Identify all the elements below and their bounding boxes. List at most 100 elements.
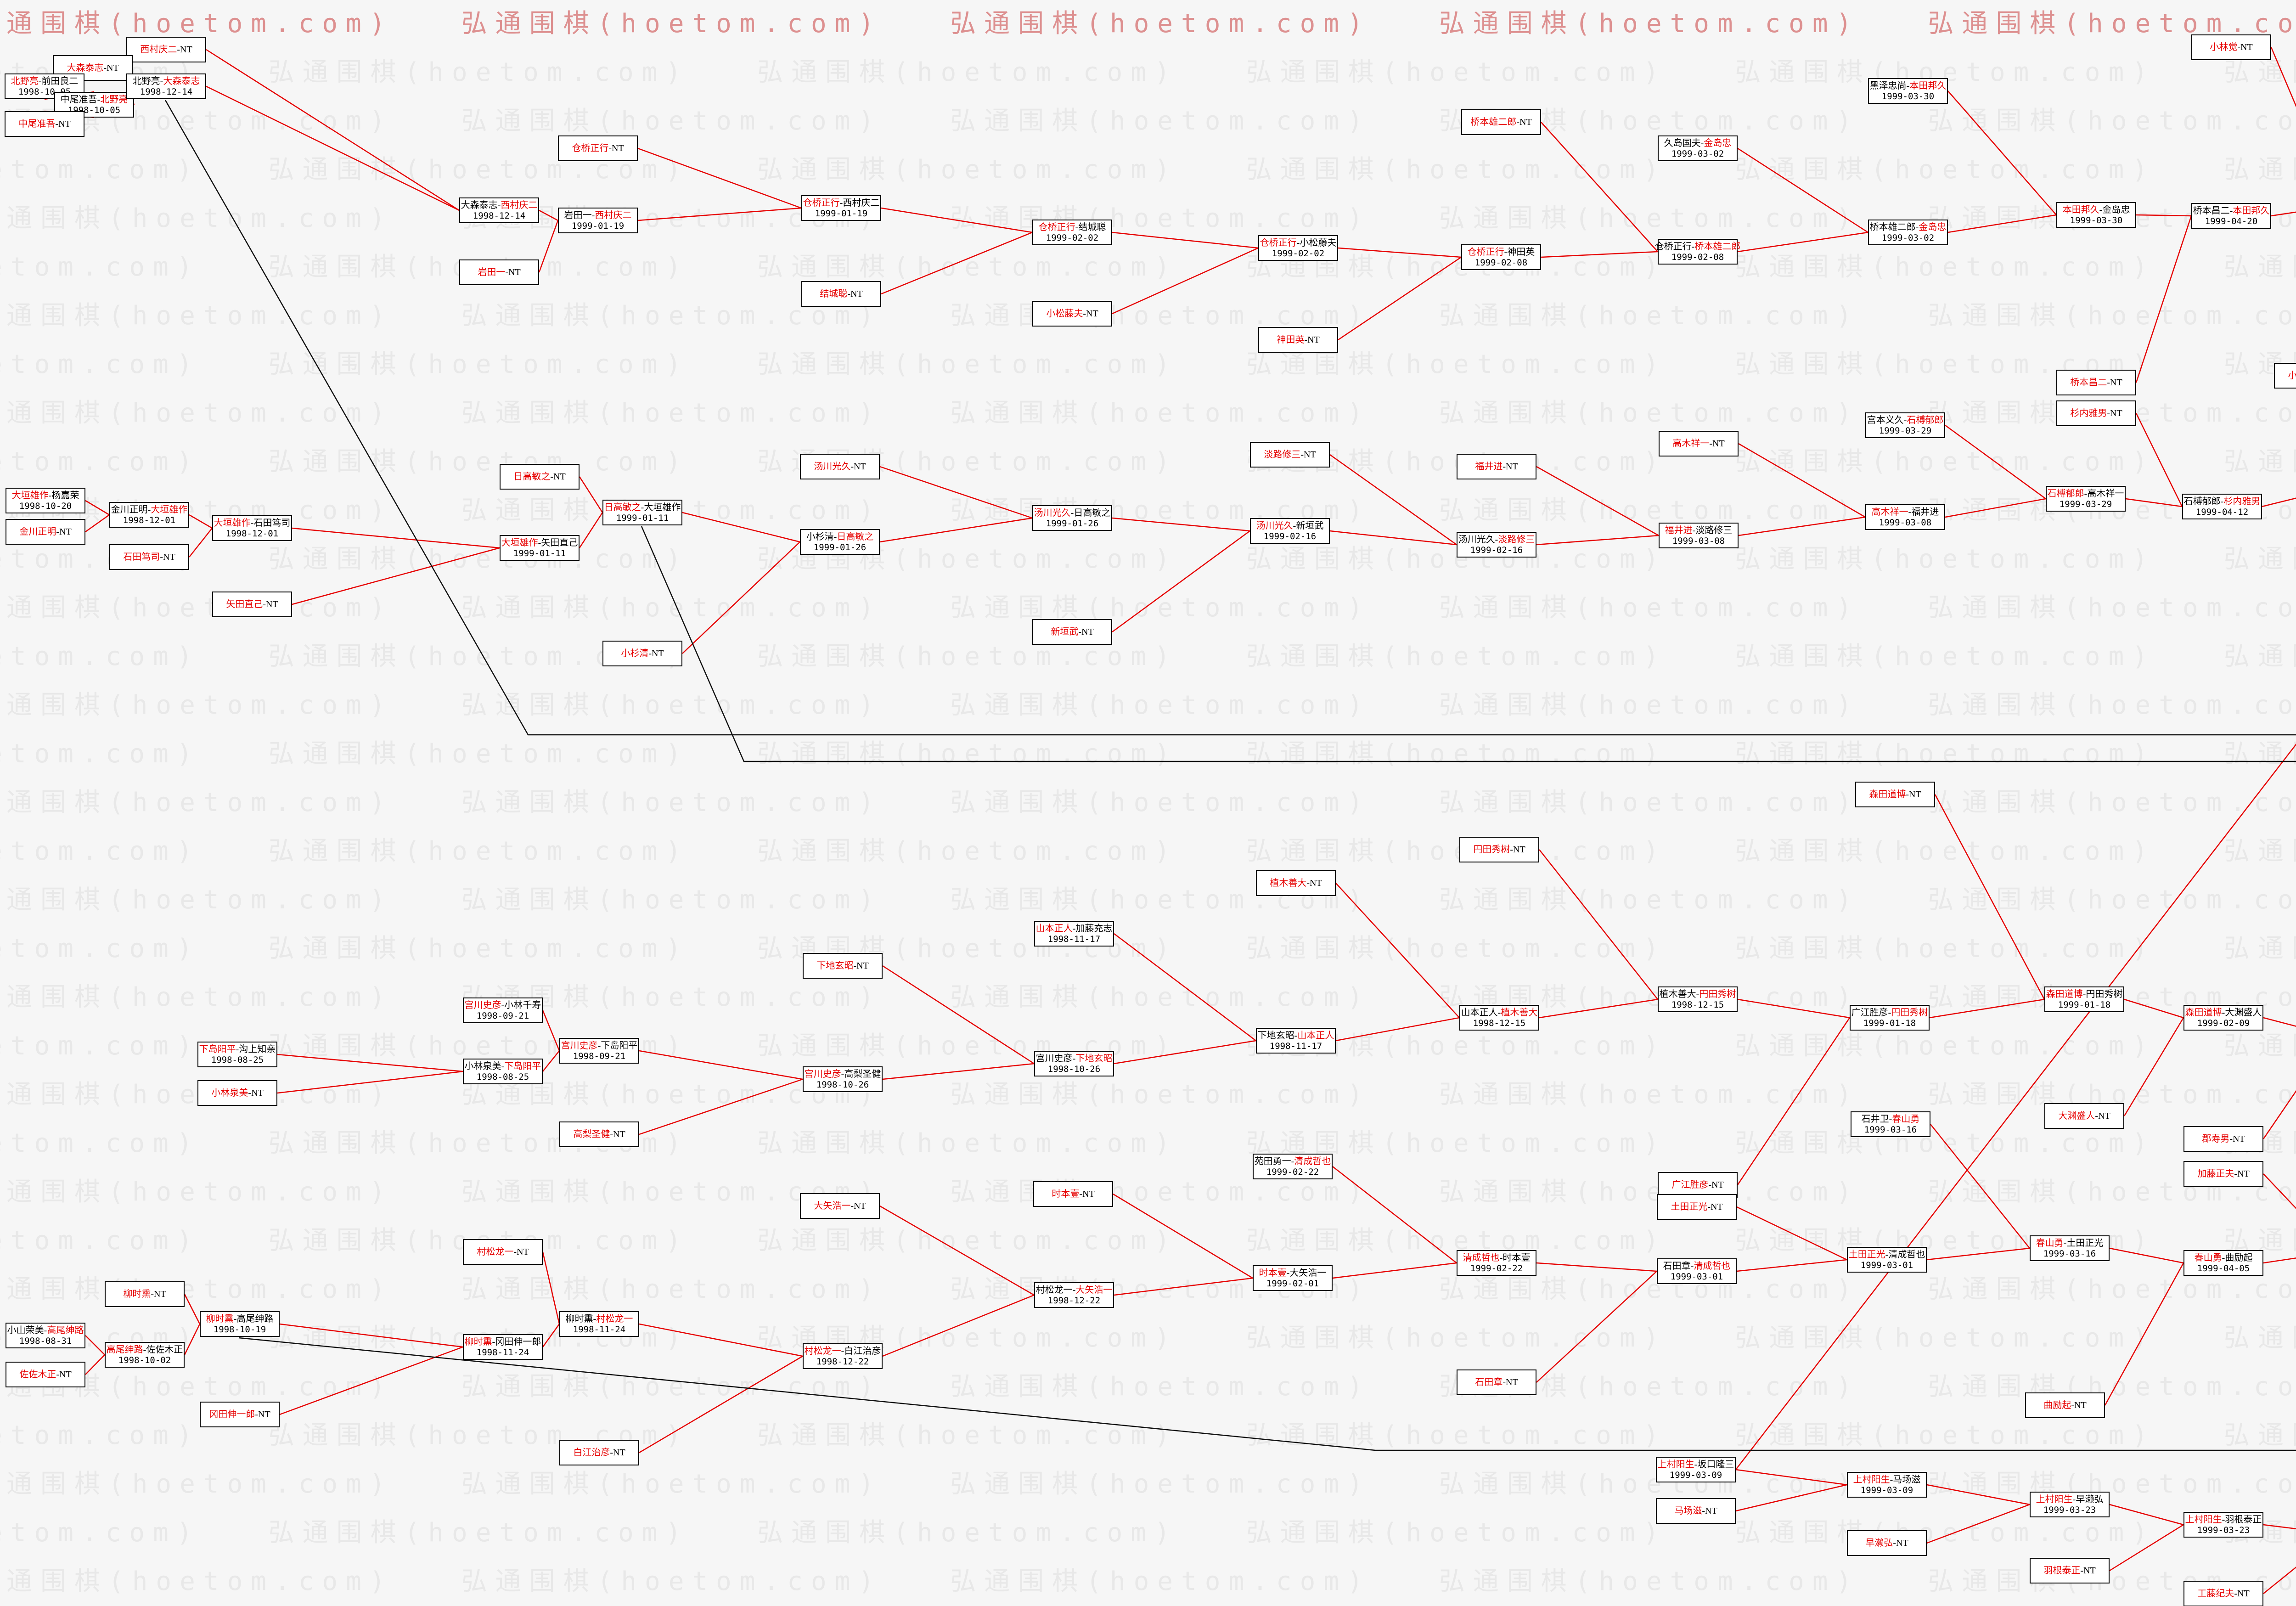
match-box-d_kudo_nt[interactable]: 工藤纪夫-NT	[2183, 1581, 2263, 1606]
match-box-a_kitano_omori[interactable]: 北野亮-大森泰志 1998-12-14	[126, 73, 206, 99]
match-box-c_ishidaSho_kiyonari[interactable]: 石田章-清成哲也 1999-03-01	[1657, 1258, 1737, 1284]
match-box-d_yanagi_muramatsu[interactable]: 柳时熏-村松龙一 1998-11-24	[559, 1311, 639, 1337]
match-box-b_kosugi_hidaka[interactable]: 小杉清-日高敏之 1999-01-26	[800, 529, 880, 555]
match-box-a_kurahashi_komatsu[interactable]: 仓桥正行-小松藤夫 1999-02-02	[1258, 235, 1338, 261]
match-box-d_kamimura_hane[interactable]: 上村阳生-羽根泰正 1999-03-23	[2183, 1512, 2263, 1538]
match-box-b_aragaki_nt[interactable]: 新垣武-NT	[1032, 619, 1112, 645]
match-box-c_sonoda_kiyonari[interactable]: 苑田勇一-清成哲也 1999-02-22	[1253, 1154, 1333, 1179]
match-box-c_ishii_haruyama[interactable]: 石井卫-春山勇 1999-03-16	[1851, 1111, 1930, 1137]
match-box-c_morita_nt[interactable]: 森田道博-NT	[1855, 782, 1935, 807]
match-box-d_hane_nt[interactable]: 羽根泰正-NT	[2030, 1558, 2110, 1583]
match-box-b_yukawa_hidaka[interactable]: 汤川光久-日高敏之 1999-01-26	[1032, 505, 1112, 531]
match-box-c_kyoku_nt[interactable]: 曲励起-NT	[2025, 1392, 2105, 1418]
match-box-a_hashimotoS_honda[interactable]: 桥本昌二-本田邦久 1999-04-20	[2191, 203, 2271, 229]
match-box-d_takao_sasaki[interactable]: 高尾绅路-佐佐木正 1998-10-02	[105, 1342, 185, 1368]
match-box-a_omori_nt[interactable]: 大森泰志-NT	[53, 55, 133, 81]
match-box-b_ogaki_yang[interactable]: 大垣雄作-杨嘉荣 1998-10-20	[6, 488, 85, 513]
match-box-a_kitano_maeda[interactable]: 北野亮-前田良二 1998-10-05	[5, 73, 84, 99]
match-box-a_nakao_nt[interactable]: 中尾准吾-NT	[5, 111, 84, 137]
match-box-d_okada_nt[interactable]: 冈田伸一郎-NT	[200, 1402, 280, 1427]
match-box-c_shimoji_nt[interactable]: 下地玄昭-NT	[803, 953, 883, 979]
match-box-b_kanagawa_ogaki[interactable]: 金川正明-大垣雄作 1998-12-01	[109, 502, 189, 528]
match-box-c_kobayashiIzumi_shimojima[interactable]: 小林泉美-下岛阳平 1998-08-25	[463, 1059, 543, 1084]
match-box-a_hashimotoY_kaneshima[interactable]: 桥本雄二郎-金岛忠 1999-03-02	[1868, 220, 1948, 245]
match-box-b_ishidaA_nt[interactable]: 石田笃司-NT	[109, 544, 189, 570]
match-box-b_ogaki_ishidaA[interactable]: 大垣雄作-石田笃司 1998-12-01	[212, 515, 292, 541]
match-box-d_kamimura_sakaguchi[interactable]: 上村阳生-坂口隆三 1999-03-09	[1656, 1457, 1736, 1482]
match-box-b_miyamoto_ishigure[interactable]: 宫本义久-石榑郁郎 1999-03-29	[1865, 412, 1945, 438]
match-box-a_iwata_nishimura[interactable]: 岩田一-西村庆二 1999-01-19	[558, 208, 638, 233]
match-box-c_obuchi_nt[interactable]: 大渊盛人-NT	[2044, 1103, 2124, 1129]
match-box-c_miyagawa_takanashi[interactable]: 宫川史彦-高梨圣健 1998-10-26	[803, 1066, 883, 1092]
match-box-c_tsuchida_kiyonari[interactable]: 土田正光-清成哲也 1999-03-01	[1847, 1247, 1927, 1273]
match-box-b_ishigure_takagi[interactable]: 石榑郁郎-高木祥一 1999-03-29	[2046, 486, 2126, 512]
match-box-b_fukui_nt[interactable]: 福井进-NT	[1457, 454, 1536, 479]
match-box-c_miyagawa_shimojima[interactable]: 宫川史彦-下岛阳平 1998-09-21	[559, 1038, 639, 1064]
match-box-c_shimoji_yamamoto[interactable]: 下地玄昭-山本正人 1998-11-17	[1256, 1028, 1336, 1054]
match-box-d_muramatsu_nt[interactable]: 村松龙一-NT	[463, 1239, 543, 1265]
match-box-b_yukawa_nt[interactable]: 汤川光久-NT	[800, 454, 880, 479]
match-box-a_hashimotoY_nt[interactable]: 桥本雄二郎-NT	[1461, 109, 1541, 135]
match-box-d_muramatsu_oya[interactable]: 村松龙一-大矢浩一 1998-12-22	[1034, 1282, 1114, 1308]
match-box-b_hidaka_nt[interactable]: 日高敏之-NT	[500, 464, 580, 490]
match-box-a_kobayashiKaku_nt[interactable]: 小林觉-NT	[2191, 34, 2271, 60]
match-box-c_tsuchida_nt[interactable]: 土田正光-NT	[1657, 1194, 1737, 1220]
match-box-a_kanda_nt[interactable]: 神田英-NT	[1258, 327, 1338, 353]
match-box-a_kurahashi_yuki[interactable]: 仓桥正行-结城聪 1999-02-02	[1032, 220, 1112, 245]
match-box-b_fukui_awaji[interactable]: 福井进-淡路修三 1999-03-08	[1659, 523, 1739, 548]
match-box-b_kobayashiKoichi_nt[interactable]: 小林光一-NT	[2274, 363, 2296, 389]
match-box-c_morita_enda[interactable]: 森田道博-円田秀树 1999-01-18	[2044, 986, 2124, 1012]
match-box-b_kosugi_nt[interactable]: 小杉清-NT	[602, 641, 682, 666]
match-box-a_hashimotoS_nt[interactable]: 桥本昌二-NT	[2056, 370, 2136, 395]
match-box-d_yanagi_takao[interactable]: 柳时熏-高尾绅路 1998-10-19	[200, 1311, 280, 1337]
match-box-a_nishimura_nt[interactable]: 西村庆二-NT	[126, 37, 206, 62]
match-box-c_miyagawa_shimoji[interactable]: 宫川史彦-下地玄昭 1998-10-26	[1034, 1051, 1114, 1076]
match-box-c_ishidaSho_nt[interactable]: 石田章-NT	[1457, 1369, 1536, 1395]
match-box-d_kamimura_baba[interactable]: 上村阳生-马场滋 1999-03-09	[1847, 1472, 1927, 1498]
match-box-c_ueki_nt[interactable]: 植木善大-NT	[1256, 870, 1336, 896]
match-box-d_shirae_nt[interactable]: 白江治彦-NT	[559, 1440, 639, 1465]
match-box-d_koyama_takao[interactable]: 小山荣美-高尾绅路 1998-08-31	[6, 1323, 85, 1348]
match-box-c_morita_obuchi[interactable]: 森田道博-大渊盛人 1999-02-09	[2183, 1005, 2263, 1031]
match-box-c_enda_nt[interactable]: 円田秀树-NT	[1459, 837, 1539, 862]
match-box-c_miyagawa_kobayashiChizu[interactable]: 宫川史彦-小林千寿 1998-09-21	[463, 997, 543, 1023]
match-box-c_tokimoto_nt[interactable]: 时本壹-NT	[1033, 1181, 1113, 1207]
match-box-b_kanagawa_nt[interactable]: 金川正明-NT	[6, 519, 85, 545]
match-box-c_yamamoto_ueki[interactable]: 山本正人-植木善大 1998-12-15	[1459, 1005, 1539, 1031]
match-box-b_ishigure_sugiuchi[interactable]: 石榑郁郎-杉内雅男 1999-04-12	[2182, 494, 2262, 519]
match-box-d_hayase_nt[interactable]: 早濑弘-NT	[1847, 1530, 1927, 1556]
match-box-d_muramatsu_shirae[interactable]: 村松龙一-白江治彦 1998-12-22	[803, 1343, 883, 1369]
match-box-a_kushima_kaneshima[interactable]: 久岛国夫-金岛忠 1999-03-02	[1658, 135, 1738, 161]
match-box-c_haruyama_kyoku[interactable]: 春山勇-曲励起 1999-04-05	[2183, 1250, 2263, 1276]
match-box-c_ueki_enda[interactable]: 植木善大-円田秀树 1998-12-15	[1658, 986, 1738, 1012]
match-box-b_sugiuchi_nt[interactable]: 杉内雅男-NT	[2056, 400, 2136, 426]
match-box-c_katoM_nt[interactable]: 加藤正夫-NT	[2183, 1161, 2263, 1187]
match-box-a_iwata_nt[interactable]: 岩田一-NT	[459, 259, 539, 285]
match-box-d_kamimura_hayase[interactable]: 上村阳生-早濑弘 1999-03-23	[2030, 1492, 2110, 1517]
match-box-a_kurahashi_kanda[interactable]: 仓桥正行-神田英 1999-02-08	[1461, 244, 1541, 270]
match-box-c_hiroe_nt[interactable]: 广江胜彦-NT	[1658, 1172, 1738, 1198]
match-box-b_ogaki_yada[interactable]: 大垣雄作-矢田直己 1999-01-11	[500, 535, 580, 561]
match-box-c_takanashi_nt[interactable]: 高梨圣健-NT	[559, 1121, 639, 1147]
match-box-c_tokimoto_oya[interactable]: 时本壹-大矢浩一 1999-02-01	[1253, 1265, 1333, 1291]
match-box-a_komatsu_nt[interactable]: 小松藤夫-NT	[1032, 301, 1112, 327]
match-box-a_kurahashi_nt[interactable]: 仓桥正行-NT	[558, 135, 638, 161]
match-box-c_kiyonari_tokimoto[interactable]: 清成哲也-时本壹 1999-02-22	[1457, 1250, 1536, 1276]
match-box-a_kurosawa_honda[interactable]: 黑泽忠尚-本田邦久 1999-03-30	[1868, 78, 1948, 104]
match-box-b_hidaka_ogaki[interactable]: 日高敏之-大垣雄作 1999-01-11	[602, 500, 682, 525]
match-box-a_kurahashi_hashimotoY[interactable]: 仓桥正行-桥本雄二郎 1999-02-08	[1655, 239, 1740, 265]
match-box-d_sasaki_nt[interactable]: 佐佐木正-NT	[6, 1362, 85, 1387]
match-box-a_yuki_nt[interactable]: 结城聪-NT	[801, 281, 881, 307]
match-box-b_awaji_nt[interactable]: 淡路修三-NT	[1250, 442, 1330, 468]
match-box-c_yamamoto_katoA[interactable]: 山本正人-加藤充志 1998-11-17	[1034, 921, 1114, 947]
match-box-b_takagi_nt[interactable]: 高木祥一-NT	[1659, 431, 1739, 456]
match-box-d_oya_nt[interactable]: 大矢浩一-NT	[800, 1193, 880, 1219]
match-box-d_yanagi_nt[interactable]: 柳时熏-NT	[105, 1281, 185, 1307]
match-box-a_kurahashi_nishimura[interactable]: 仓桥正行-西村庆二 1999-01-19	[801, 195, 881, 221]
match-box-c_kobayashiIzumi_nt[interactable]: 小林泉美-NT	[197, 1080, 277, 1106]
match-box-c_haruyama_tsuchida[interactable]: 春山勇-土田正光 1999-03-16	[2030, 1235, 2110, 1261]
match-box-a_honda_kaneshima[interactable]: 本田邦久-金岛忠 1999-03-30	[2056, 202, 2136, 228]
match-box-b_yukawa_awaji[interactable]: 汤川光久-淡路修三 1999-02-16	[1457, 532, 1536, 558]
match-box-c_shimojima_mizokami[interactable]: 下岛阳平-沟上知亲 1998-08-25	[197, 1042, 277, 1067]
match-box-c_hiroe_enda[interactable]: 广江胜彦-円田秀树 1999-01-18	[1850, 1005, 1930, 1031]
